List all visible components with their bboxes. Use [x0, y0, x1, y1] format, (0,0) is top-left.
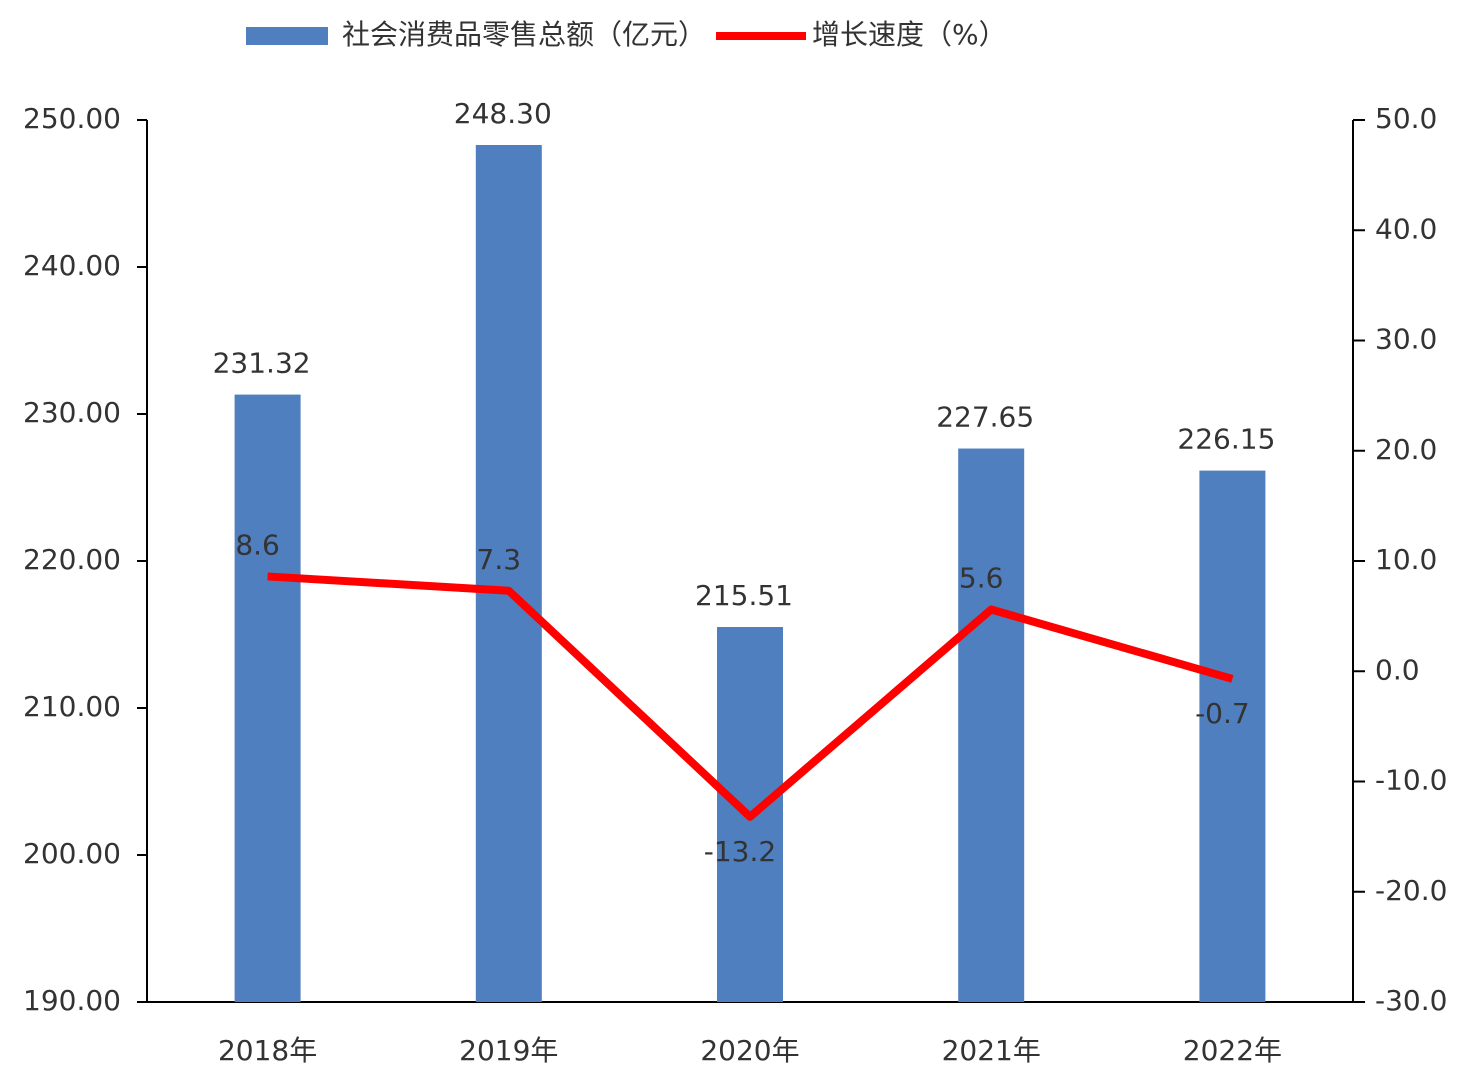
bar-value-label: 227.65: [936, 401, 1034, 434]
x-tick-label: 2019年: [459, 1034, 558, 1067]
bar: [234, 394, 301, 1002]
line-value-label: 7.3: [477, 543, 522, 576]
y-tick-label: 210.00: [23, 690, 121, 723]
y-tick-label: 220.00: [23, 543, 121, 576]
y2-tick-label: 30.0: [1375, 323, 1437, 356]
y2-tick-label: 40.0: [1375, 212, 1437, 245]
y2-tick-label: -30.0: [1375, 984, 1447, 1017]
x-tick-label: 2018年: [218, 1034, 317, 1067]
bar: [1199, 470, 1266, 1003]
bar-value-label: 231.32: [213, 347, 311, 380]
y2-tick-label: -20.0: [1375, 874, 1447, 907]
y-tick-label: 250.00: [23, 102, 121, 135]
x-tick-label: 2022年: [1183, 1034, 1282, 1067]
line-value-label: -13.2: [704, 835, 776, 868]
legend-label: 社会消费品零售总额（亿元）: [342, 18, 706, 51]
y2-tick-label: 10.0: [1375, 543, 1437, 576]
line-value-label: 5.6: [959, 562, 1004, 595]
y-tick-label: 230.00: [23, 396, 121, 429]
y2-tick-label: 0.0: [1375, 653, 1420, 686]
line-value-label: 8.6: [235, 528, 280, 561]
bar-value-label: 226.15: [1177, 423, 1275, 456]
bar-value-label: 215.51: [695, 579, 793, 612]
x-tick-label: 2021年: [942, 1034, 1041, 1067]
line-value-label: -0.7: [1195, 697, 1250, 730]
bar-value-label: 248.30: [454, 97, 552, 130]
y-tick-label: 240.00: [23, 249, 121, 282]
legend-label: 增长速度（%）: [812, 18, 1007, 51]
x-tick-label: 2020年: [700, 1034, 799, 1067]
bar: [958, 448, 1025, 1002]
bar: [475, 144, 542, 1003]
legend-swatch: [246, 27, 328, 45]
y2-tick-label: 20.0: [1375, 433, 1437, 466]
line: [267, 572, 1234, 821]
y-tick-label: 200.00: [23, 837, 121, 870]
y2-tick-label: -10.0: [1375, 764, 1447, 797]
y-tick-label: 190.00: [23, 984, 121, 1017]
y2-tick-label: 50.0: [1375, 102, 1437, 135]
